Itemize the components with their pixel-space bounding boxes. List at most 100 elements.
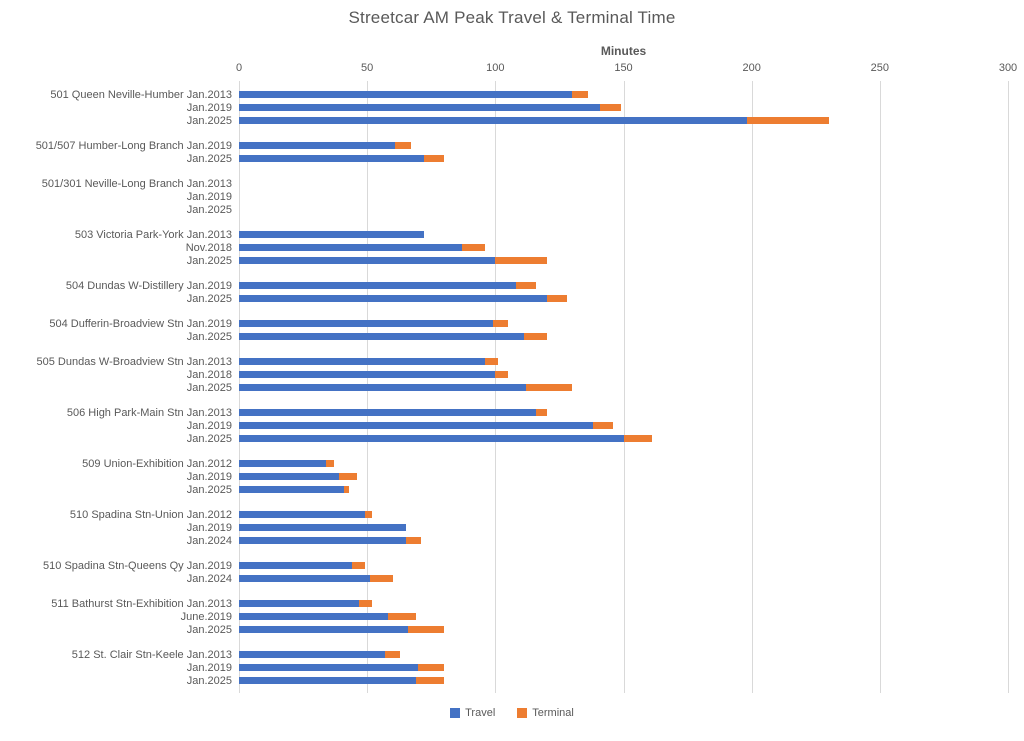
terminal-bar — [344, 486, 350, 493]
row-label-date: Jan.2025 — [186, 381, 232, 394]
bar-row: 501/301 Neville-Long Branch Jan.2013 — [0, 177, 1024, 190]
travel-bar — [239, 257, 496, 264]
bar-group: 510 Spadina Stn-Queens Qy Jan.2019 Jan.20… — [0, 559, 1024, 585]
terminal-bar — [351, 562, 365, 569]
legend-swatch-terminal — [517, 708, 528, 718]
bar-group: 504 Dundas W-Distillery Jan.2019 Jan.2025 — [0, 279, 1024, 305]
terminal-bar — [746, 117, 829, 124]
terminal-bar — [623, 435, 652, 442]
axis-ticks: 0 50 100 150 200 250 300 — [235, 62, 1017, 78]
row-label-route-date: 501/301 Neville-Long Branch Jan.2013 — [41, 177, 232, 190]
bar-track — [239, 524, 1008, 531]
travel-bar — [239, 244, 462, 251]
row-label-date: Jan.2025 — [186, 114, 232, 127]
bar-track — [239, 460, 1008, 467]
row-label-route-date: 504 Dufferin-Broadview Stn Jan.2019 — [49, 317, 232, 330]
travel-bar — [239, 626, 409, 633]
bar-track — [239, 295, 1008, 302]
bar-track — [239, 257, 1008, 264]
bar-track — [239, 613, 1008, 620]
bar-track — [239, 142, 1008, 149]
terminal-bar — [592, 422, 614, 429]
bar-track — [239, 486, 1008, 493]
chart-title: Streetcar AM Peak Travel & Terminal Time — [348, 8, 676, 27]
bar-row: 506 High Park-Main Stn Jan.2013 — [0, 406, 1024, 419]
row-label-route-date: 505 Dundas W-Broadview Stn Jan.2013 — [36, 355, 232, 368]
row-label-date: Jan.2024 — [186, 534, 232, 547]
bar-row: Jan.2025 — [0, 623, 1024, 636]
row-label-date: Jan.2025 — [186, 203, 232, 216]
axis-tick-label: 250 — [870, 62, 890, 74]
row-label-date: Jan.2025 — [186, 292, 232, 305]
bar-row: Jan.2025 — [0, 114, 1024, 127]
bar-row: 501 Queen Neville-Humber Jan.2013 — [0, 88, 1024, 101]
row-label-date: Jan.2019 — [186, 661, 232, 674]
terminal-bar — [523, 333, 547, 340]
bar-row: 501/507 Humber-Long Branch Jan.2019 — [0, 139, 1024, 152]
bar-row: 504 Dufferin-Broadview Stn Jan.2019 — [0, 317, 1024, 330]
row-label-date: Jan.2025 — [186, 623, 232, 636]
bar-track — [239, 575, 1008, 582]
terminal-bar — [515, 282, 537, 289]
chart-rows: 501 Queen Neville-Humber Jan.2013 Jan.201… — [0, 81, 1024, 693]
bar-track — [239, 333, 1008, 340]
bar-row: Jan.2025 — [0, 203, 1024, 216]
terminal-bar — [395, 142, 411, 149]
bar-group: 510 Spadina Stn-Union Jan.2012 Jan.2019 Ja… — [0, 508, 1024, 547]
terminal-bar — [536, 409, 547, 416]
bar-track — [239, 664, 1008, 671]
terminal-bar — [338, 473, 357, 480]
legend-swatch-travel — [450, 708, 461, 718]
travel-bar — [239, 155, 424, 162]
bar-row: Jan.2025 — [0, 152, 1024, 165]
terminal-bar — [364, 511, 373, 518]
travel-bar — [239, 104, 601, 111]
row-label-date: Nov.2018 — [185, 241, 232, 254]
axis-tick-label: 0 — [235, 62, 243, 74]
bar-track — [239, 358, 1008, 365]
row-label-date: Jan.2025 — [186, 152, 232, 165]
row-label-date: June.2019 — [180, 610, 232, 623]
travel-bar — [239, 511, 365, 518]
travel-bar — [239, 537, 406, 544]
bar-row: Jan.2019 — [0, 190, 1024, 203]
travel-bar — [239, 91, 573, 98]
row-label-route-date: 503 Victoria Park-York Jan.2013 — [74, 228, 232, 241]
terminal-bar — [462, 244, 486, 251]
row-label-date: Jan.2025 — [186, 330, 232, 343]
row-label-date: Jan.2019 — [186, 470, 232, 483]
row-label-route-date: 511 Bathurst Stn-Exhibition Jan.2013 — [51, 597, 232, 610]
bar-track — [239, 282, 1008, 289]
terminal-bar — [600, 104, 621, 111]
bar-row: Jan.2024 — [0, 572, 1024, 585]
bar-group: 501/507 Humber-Long Branch Jan.2019 Jan.2… — [0, 139, 1024, 165]
gridline — [1008, 81, 1009, 693]
terminal-bar — [423, 155, 445, 162]
bar-track — [239, 537, 1008, 544]
bar-row: Jan.2025 — [0, 483, 1024, 496]
bar-group: 505 Dundas W-Broadview Stn Jan.2013 Jan.2… — [0, 355, 1024, 394]
plot-area: 501 Queen Neville-Humber Jan.2013 Jan.201… — [0, 81, 1024, 693]
row-label-date: Jan.2019 — [186, 190, 232, 203]
row-label-date: Jan.2025 — [186, 674, 232, 687]
axis-tick-label: 50 — [361, 62, 374, 74]
terminal-bar — [492, 320, 509, 327]
bar-track — [239, 320, 1008, 327]
row-label-date: Jan.2019 — [186, 101, 232, 114]
row-label-date: Jan.2018 — [186, 368, 232, 381]
bar-row: Jan.2025 — [0, 381, 1024, 394]
bar-track — [239, 206, 1008, 213]
row-label-date: Jan.2019 — [186, 521, 232, 534]
travel-bar — [239, 486, 345, 493]
bar-track — [239, 409, 1008, 416]
travel-bar — [239, 333, 524, 340]
travel-bar — [239, 422, 593, 429]
terminal-bar — [495, 371, 509, 378]
travel-bar — [239, 613, 388, 620]
bar-track — [239, 91, 1008, 98]
travel-bar — [239, 282, 516, 289]
bar-track — [239, 104, 1008, 111]
row-label-route-date: 510 Spadina Stn-Union Jan.2012 — [69, 508, 232, 521]
bar-row: Jan.2024 — [0, 534, 1024, 547]
travel-bar — [239, 409, 537, 416]
